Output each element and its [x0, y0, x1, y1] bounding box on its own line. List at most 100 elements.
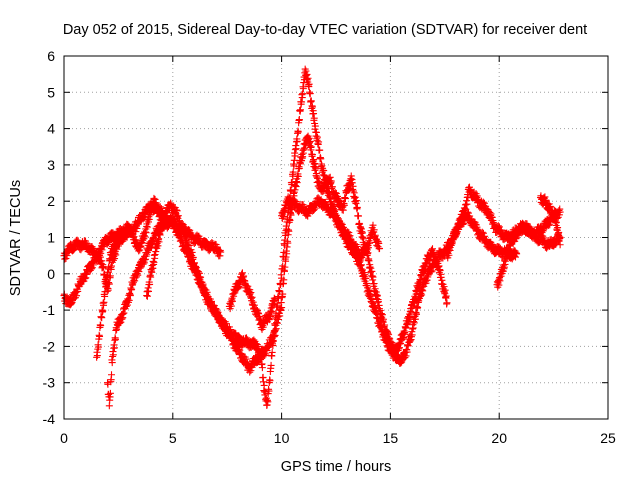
data-point — [411, 315, 419, 323]
data-point — [63, 252, 71, 260]
x-tick-label: 25 — [600, 430, 616, 446]
data-point — [88, 265, 96, 273]
data-point — [279, 262, 287, 270]
data-point — [97, 322, 105, 330]
y-tick-label: -4 — [43, 411, 56, 427]
data-point — [370, 280, 378, 288]
data-point — [74, 287, 82, 295]
data-point — [148, 268, 156, 276]
data-point — [107, 251, 115, 259]
y-tick-label: -1 — [43, 302, 56, 318]
data-point — [329, 206, 337, 214]
data-point — [100, 298, 108, 306]
data-point — [259, 323, 267, 331]
data-point — [164, 223, 172, 231]
data-point — [390, 352, 398, 360]
data-point — [113, 325, 121, 333]
data-point — [463, 200, 471, 208]
data-point — [259, 378, 267, 386]
data-point — [554, 224, 562, 232]
data-point — [263, 347, 271, 355]
data-point — [371, 285, 379, 293]
data-point — [364, 244, 372, 252]
y-tick-label: -2 — [43, 338, 56, 354]
data-point — [105, 265, 113, 273]
data-point — [140, 259, 148, 267]
data-point — [101, 288, 109, 296]
data-point — [277, 306, 285, 314]
data-point — [489, 219, 497, 227]
data-point — [460, 220, 468, 228]
data-point — [466, 212, 474, 220]
data-point — [352, 197, 360, 205]
data-point — [321, 172, 329, 180]
data-point — [149, 264, 157, 272]
data-point — [142, 229, 150, 237]
data-point — [367, 291, 375, 299]
data-point — [310, 206, 318, 214]
data-point — [265, 343, 273, 351]
data-point — [73, 292, 81, 300]
data-point — [135, 268, 143, 276]
data-point — [146, 211, 154, 219]
data-point — [109, 351, 117, 359]
data-point — [106, 389, 114, 397]
data-point — [366, 239, 374, 247]
data-point — [287, 211, 295, 219]
data-point — [256, 349, 264, 357]
data-point — [128, 285, 136, 293]
data-point — [271, 295, 279, 303]
data-point — [348, 179, 356, 187]
data-point — [346, 232, 354, 240]
data-point — [446, 247, 454, 255]
data-point — [173, 207, 181, 215]
data-point — [506, 242, 514, 250]
data-point — [230, 292, 238, 300]
data-point — [147, 208, 155, 216]
data-point — [339, 206, 347, 214]
data-point — [308, 103, 316, 111]
data-point — [152, 199, 160, 207]
data-point — [306, 89, 314, 97]
data-point — [299, 90, 307, 98]
data-point — [473, 192, 481, 200]
data-point — [304, 74, 312, 82]
x-tick-label: 5 — [169, 430, 177, 446]
x-axis-label: GPS time / hours — [281, 459, 391, 475]
data-point — [298, 98, 306, 106]
data-point — [240, 272, 248, 280]
data-point — [415, 283, 423, 291]
data-point — [249, 298, 257, 306]
data-point — [357, 261, 365, 269]
data-point — [104, 272, 112, 280]
data-point — [404, 342, 412, 350]
data-point — [139, 260, 147, 268]
data-point — [137, 243, 145, 251]
data-point — [93, 352, 101, 360]
data-point — [248, 293, 256, 301]
data-point — [275, 315, 283, 323]
data-point — [257, 353, 265, 361]
data-point — [265, 387, 273, 395]
data-point — [287, 187, 295, 195]
data-point — [247, 289, 255, 297]
data-point — [413, 310, 421, 318]
data-point — [273, 302, 281, 310]
data-point — [311, 122, 319, 130]
data-point — [406, 313, 414, 321]
data-point — [271, 321, 279, 329]
data-point — [270, 327, 278, 335]
data-point — [555, 228, 563, 236]
data-point — [370, 226, 378, 234]
data-point — [299, 153, 307, 161]
data-point — [270, 300, 278, 308]
data-point — [276, 312, 284, 320]
data-point — [291, 152, 299, 160]
data-point — [402, 323, 410, 331]
data-point — [311, 160, 319, 168]
data-series — [60, 65, 564, 410]
data-point — [326, 173, 334, 181]
data-point — [293, 137, 301, 145]
data-point — [288, 178, 296, 186]
data-point — [130, 233, 138, 241]
